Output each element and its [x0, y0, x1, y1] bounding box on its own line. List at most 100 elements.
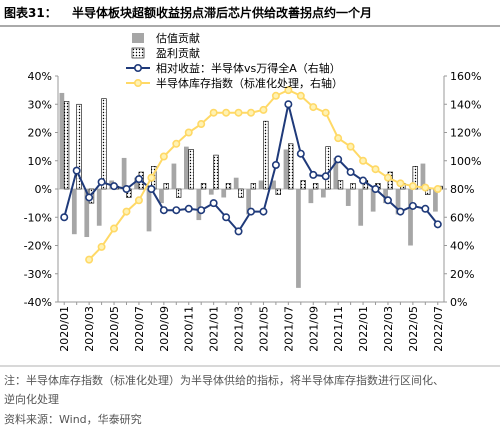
y2-tick-label: 60% — [450, 211, 474, 224]
bar — [325, 146, 331, 190]
bar — [59, 92, 65, 189]
line-marker — [110, 224, 119, 233]
x-tick-label: 2022/05 — [407, 306, 420, 352]
bar — [370, 189, 376, 212]
line-marker — [197, 206, 206, 215]
legend-swatch — [134, 79, 143, 88]
y-tick-label: -40% — [24, 296, 52, 309]
bar — [76, 103, 82, 190]
line-marker — [172, 206, 181, 215]
legend-label: 半导体库存指数（标准化处理，右轴） — [156, 76, 343, 90]
bar — [196, 189, 202, 221]
bar — [84, 189, 90, 238]
x-tick-label: 2022/07 — [432, 306, 445, 352]
y2-tick-label: 140% — [450, 98, 481, 111]
y-tick-label: 10% — [28, 155, 52, 168]
legend-label: 盈利贡献 — [156, 46, 200, 60]
chart-title: 半导体板块超额收益拐点滞后芯片供给改善拐点约一个月 — [72, 5, 372, 20]
y-tick-label: -20% — [24, 240, 52, 253]
bar — [233, 177, 239, 189]
y2-tick-label: 40% — [450, 240, 474, 253]
line-marker — [72, 166, 81, 175]
x-tick-label: 2020/01 — [58, 306, 71, 352]
line-marker — [321, 172, 330, 181]
bar — [358, 189, 364, 226]
bar — [63, 101, 70, 190]
line-marker — [222, 213, 231, 222]
line-marker — [234, 108, 243, 117]
line-marker — [184, 128, 193, 137]
line-marker — [85, 193, 94, 202]
bar — [312, 183, 319, 190]
y-tick-label: 20% — [28, 127, 52, 140]
legend-swatch — [132, 33, 144, 43]
x-tick-label: 2021/09 — [307, 306, 320, 352]
bar — [296, 189, 301, 288]
line-marker — [271, 160, 280, 169]
bar — [221, 189, 227, 198]
bar — [420, 163, 426, 189]
y-tick-label: 0% — [35, 183, 52, 196]
line-marker — [247, 207, 256, 216]
line-marker — [209, 199, 218, 208]
line-marker — [147, 185, 156, 194]
line-marker — [346, 142, 355, 151]
bar — [121, 157, 127, 189]
x-tick-label: 2020/09 — [158, 306, 171, 352]
y-tick-label: -30% — [24, 268, 52, 281]
line-marker — [259, 207, 268, 216]
x-tick-label: 2022/03 — [382, 306, 395, 352]
bar — [200, 183, 207, 190]
line-marker — [296, 91, 305, 100]
bar — [283, 149, 289, 189]
y-tick-label: -10% — [24, 211, 52, 224]
bar — [146, 189, 152, 232]
bar — [101, 98, 107, 190]
x-tick-label: 2021/05 — [257, 306, 270, 352]
y2-tick-label: 160% — [450, 70, 481, 83]
line-marker — [408, 182, 417, 191]
x-tick-label: 2020/05 — [108, 306, 121, 352]
line-marker — [85, 255, 94, 264]
bar — [395, 189, 401, 215]
bar — [288, 143, 294, 190]
bar — [171, 163, 177, 189]
line-marker — [433, 220, 442, 229]
bar — [71, 189, 77, 235]
bar — [238, 188, 244, 198]
bar — [345, 189, 351, 206]
line-marker — [383, 173, 392, 182]
x-tick-label: 2021/01 — [208, 306, 221, 352]
line-marker — [309, 170, 318, 179]
bar — [308, 189, 314, 204]
bar — [184, 146, 189, 189]
x-tick-label: 2020/07 — [133, 306, 146, 352]
x-tick-label: 2021/11 — [332, 306, 345, 352]
line-marker — [134, 196, 143, 205]
bar — [337, 180, 344, 190]
line-marker — [421, 204, 430, 213]
bar — [163, 183, 169, 190]
bar — [208, 189, 214, 195]
line-marker — [421, 183, 430, 192]
x-tick-label: 2021/03 — [233, 306, 246, 352]
bar — [271, 180, 276, 189]
line-marker — [383, 196, 392, 205]
legend-swatch — [134, 64, 143, 73]
line-marker — [172, 139, 181, 148]
bar — [300, 180, 306, 190]
line-marker — [222, 108, 231, 117]
line-marker — [122, 207, 131, 216]
bar — [159, 189, 164, 204]
line-marker — [97, 242, 106, 251]
line-marker — [147, 173, 156, 182]
line-marker — [60, 213, 69, 222]
line-marker — [408, 201, 417, 210]
x-tick-label: 2021/07 — [282, 306, 295, 352]
line-marker — [134, 175, 143, 184]
x-tick-label: 2020/03 — [83, 306, 96, 352]
line-marker — [284, 86, 293, 95]
line-marker — [97, 177, 106, 186]
y2-tick-label: 120% — [450, 127, 481, 140]
